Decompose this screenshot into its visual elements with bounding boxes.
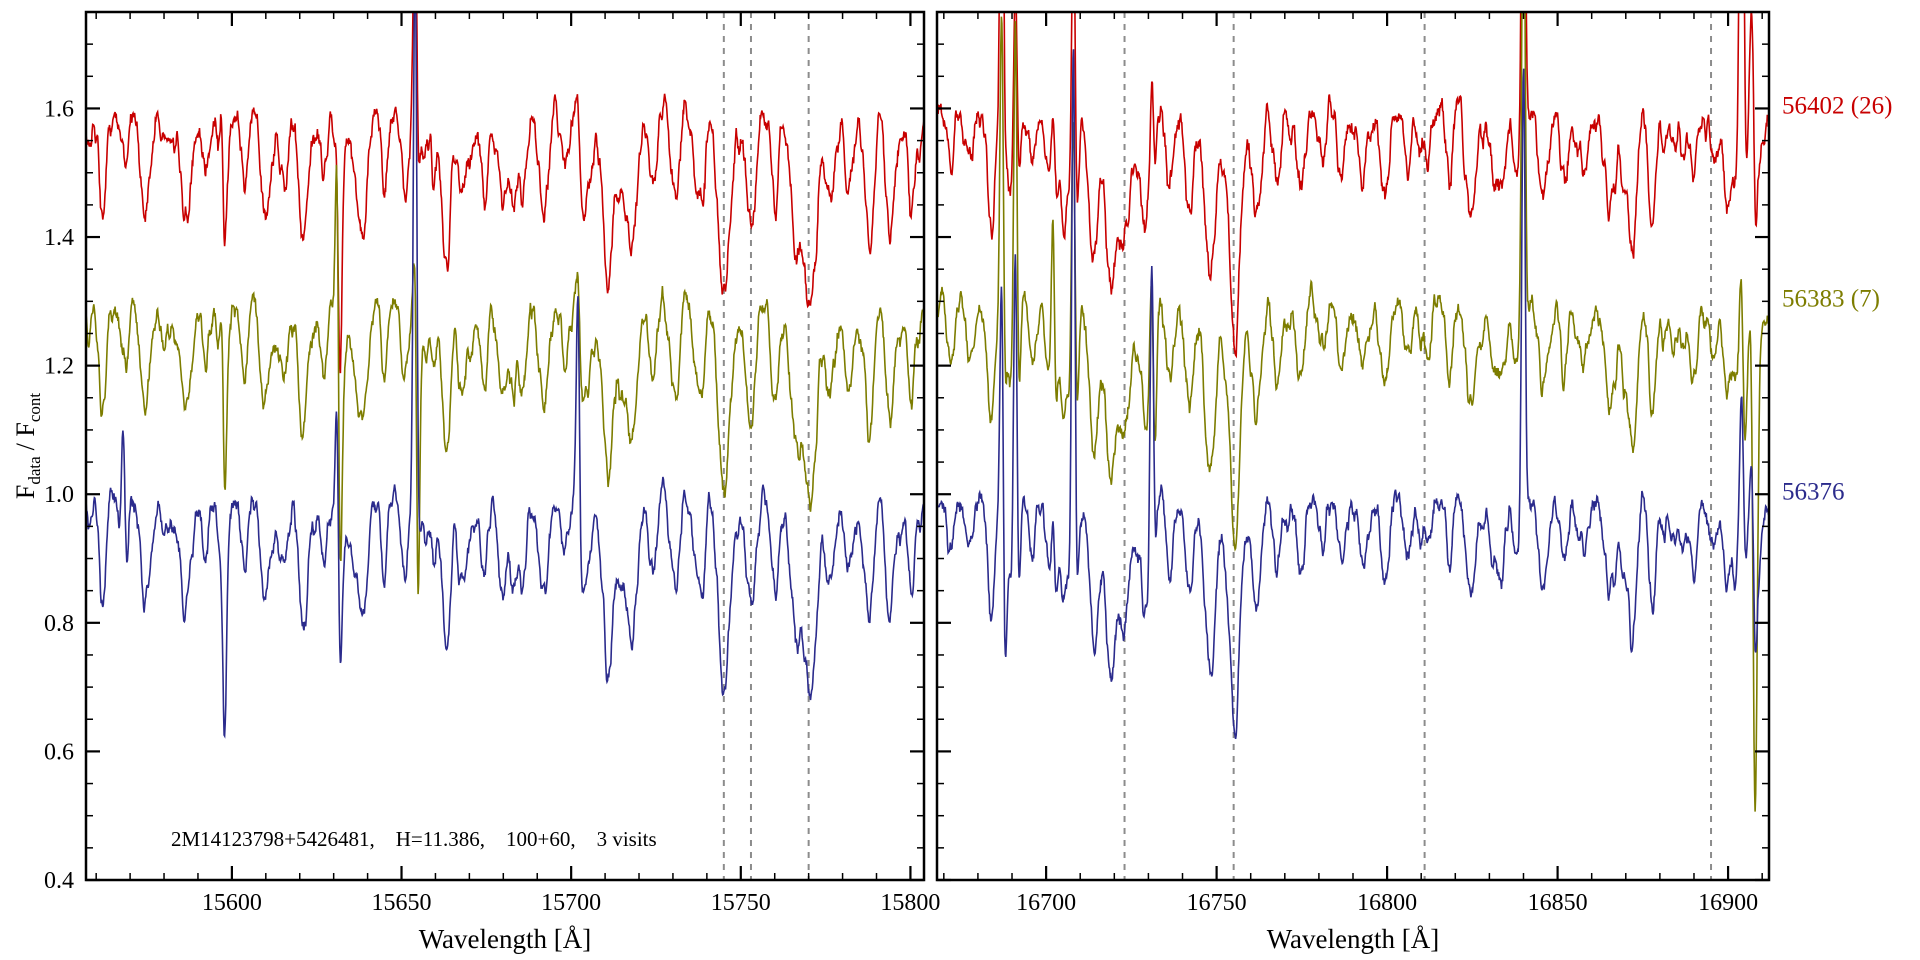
- epoch-label-56383: 56383 (7): [1782, 286, 1880, 313]
- spectrum-56376-right: [937, 49, 1769, 740]
- y-tick-label: 1.2: [44, 354, 74, 380]
- y-tick-label: 0.4: [44, 868, 74, 894]
- spectrum-56383-left: [86, 164, 924, 595]
- x-tick-label: 15600: [202, 890, 262, 916]
- panel-frame-left: [84, 10, 926, 882]
- x-tick-label: 16700: [1016, 890, 1076, 916]
- x-axis-label-right: Wavelength [Å]: [1267, 924, 1440, 954]
- x-tick-label: 16750: [1187, 890, 1247, 916]
- y-tick-label: 0.8: [44, 611, 74, 637]
- y-axis-label: Fdata / Fcont: [11, 393, 44, 500]
- y-axis-label-sub1: data: [25, 456, 44, 485]
- x-tick-label: 15650: [372, 890, 432, 916]
- y-axis-label-sub2: cont: [25, 393, 44, 423]
- y-tick-label: 0.6: [44, 739, 74, 765]
- x-tick-label: 16850: [1528, 890, 1588, 916]
- epoch-label-56376: 56376: [1782, 479, 1845, 506]
- x-axis-label-left: Wavelength [Å]: [419, 924, 592, 954]
- y-tick-label: 1.0: [44, 482, 74, 508]
- x-tick-label: 15750: [711, 890, 771, 916]
- y-axis-label-base1: F: [11, 485, 40, 499]
- panel-frame-right: [935, 10, 1771, 882]
- y-axis-label-base2: / F: [11, 422, 40, 450]
- spectrum-56402-left: [86, 12, 924, 374]
- x-tick-label: 15700: [541, 890, 601, 916]
- x-tick-label: 16800: [1357, 890, 1417, 916]
- y-tick-label: 1.6: [44, 96, 74, 122]
- target-annotation: 2M14123798+5426481, H=11.386, 100+60, 3 …: [171, 827, 657, 851]
- y-tick-label: 1.4: [44, 225, 74, 251]
- plot-render-root: 15600 15650 15700 15750 15800 0.4 0.6 0.8 1.0 1.2…: [44, 10, 1771, 916]
- x-tick-label: 15800: [880, 890, 940, 916]
- epoch-label-56402: 56402 (26): [1782, 93, 1892, 120]
- x-tick-label: 16900: [1698, 890, 1758, 916]
- spectrum-56402-right: [937, 12, 1769, 359]
- spectrum-56376-left: [86, 12, 924, 739]
